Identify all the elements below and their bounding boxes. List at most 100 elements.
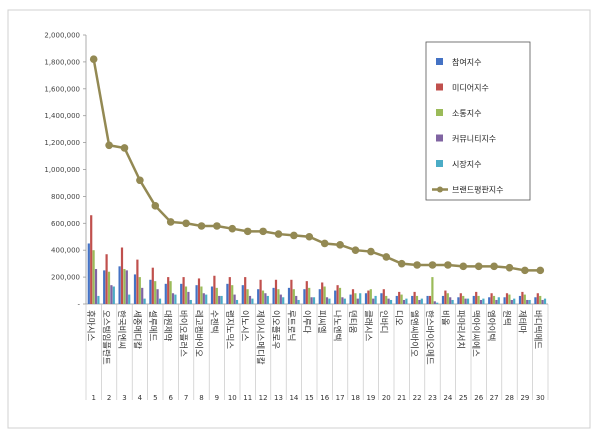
y-tick-label: 200,000 xyxy=(51,274,80,282)
bar-5-22 xyxy=(420,298,423,304)
category-label-17: 나노엔텍 xyxy=(332,310,343,341)
bar-2-17 xyxy=(336,285,339,304)
bar-3-19 xyxy=(369,289,372,304)
bar-4-13 xyxy=(279,294,282,304)
bar-1-27 xyxy=(488,297,491,304)
bar-3-26 xyxy=(477,295,480,304)
bar-1-30 xyxy=(534,297,537,304)
category-label-22: 엘앤씨바이오 xyxy=(409,310,420,357)
bar-5-13 xyxy=(282,297,285,304)
bar-3-21 xyxy=(400,294,403,304)
bar-5-17 xyxy=(343,298,346,304)
bar-2-18 xyxy=(351,289,355,304)
line-point-9 xyxy=(213,222,221,230)
y-tick-label: 1,800,000 xyxy=(44,58,80,66)
bar-4-2 xyxy=(110,285,113,304)
category-label-30: 바디텍메드 xyxy=(532,310,543,349)
rank-label-13: 13 xyxy=(274,394,283,402)
bar-3-18 xyxy=(354,293,357,304)
line-point-2 xyxy=(105,141,113,150)
category-label-3: 한국비엔씨 xyxy=(116,310,127,349)
y-tick-label: 1,400,000 xyxy=(44,112,80,120)
line-point-11 xyxy=(243,227,252,236)
bar-5-12 xyxy=(266,295,269,304)
rank-label-6: 6 xyxy=(168,394,173,402)
bar-1-20 xyxy=(380,293,383,304)
bar-4-9 xyxy=(218,295,221,304)
bar-4-12 xyxy=(264,293,267,304)
bar-1-2 xyxy=(103,270,106,304)
category-label-2: 오스템임플란트 xyxy=(101,310,112,365)
line-point-26 xyxy=(474,262,483,271)
legend-label-1: 참여지수 xyxy=(452,57,481,67)
line-point-8 xyxy=(197,222,206,230)
bar-3-15 xyxy=(308,287,311,304)
line-point-30 xyxy=(536,266,545,275)
bar-5-21 xyxy=(405,298,408,304)
bar-3-23 xyxy=(431,277,434,304)
bar-5-6 xyxy=(174,294,177,304)
bar-1-1 xyxy=(87,243,90,304)
rank-label-7: 7 xyxy=(184,394,188,402)
bar-2-16 xyxy=(321,282,324,304)
bar-4-6 xyxy=(171,293,175,304)
bar-1-14 xyxy=(287,287,291,304)
bar-1-26 xyxy=(472,295,475,304)
bar-2-3 xyxy=(120,247,124,304)
bar-1-28 xyxy=(503,297,506,304)
line-point-20 xyxy=(382,253,391,261)
bar-4-1 xyxy=(94,269,98,304)
bar-2-19 xyxy=(367,290,370,304)
bar-5-30 xyxy=(543,298,547,304)
bar-4-18 xyxy=(356,298,359,304)
bar-5-3 xyxy=(128,294,131,304)
bar-2-22 xyxy=(413,291,416,304)
legend-label-6: 브랜드평판지수 xyxy=(452,185,504,195)
line-point-13 xyxy=(274,230,283,238)
line-point-24 xyxy=(444,261,452,269)
category-label-1: 휴마시스 xyxy=(85,310,95,341)
category-label-18: 덴티움 xyxy=(347,310,357,334)
bar-1-21 xyxy=(395,295,398,304)
bar-4-30 xyxy=(541,299,544,304)
line-point-5 xyxy=(151,202,160,210)
y-tick-label: 1,200,000 xyxy=(44,139,80,147)
bar-4-16 xyxy=(325,297,329,304)
bar-5-25 xyxy=(466,298,470,304)
bar-1-11 xyxy=(241,285,244,304)
bar-5-19 xyxy=(374,295,377,304)
bar-5-27 xyxy=(497,297,500,304)
bar-4-8 xyxy=(202,293,205,304)
bar-2-26 xyxy=(475,291,478,304)
bar-4-11 xyxy=(248,295,252,304)
bar-4-24 xyxy=(449,297,452,304)
bar-2-11 xyxy=(244,277,247,304)
bar-1-17 xyxy=(334,290,337,304)
bar-5-10 xyxy=(235,299,239,304)
bar-1-29 xyxy=(518,295,522,304)
category-label-29: 제테마 xyxy=(516,310,526,334)
bar-2-24 xyxy=(444,290,447,304)
bar-3-5 xyxy=(154,281,157,304)
bar-5-8 xyxy=(205,294,208,304)
bar-3-2 xyxy=(107,271,111,304)
rank-label-28: 28 xyxy=(505,394,514,402)
bar-2-12 xyxy=(259,279,262,304)
category-label-24: 비올 xyxy=(439,310,449,326)
bar-2-7 xyxy=(182,277,185,304)
bar-4-10 xyxy=(233,294,236,304)
bar-1-9 xyxy=(210,286,214,304)
category-label-13: 이오플로우 xyxy=(270,310,281,349)
rank-label-12: 12 xyxy=(259,394,268,402)
category-label-10: 랩지노믹스 xyxy=(224,310,235,349)
bar-5-26 xyxy=(482,298,485,304)
bar-3-17 xyxy=(338,287,342,304)
rank-label-29: 29 xyxy=(520,394,529,402)
bar-3-1 xyxy=(92,250,95,304)
bar-2-13 xyxy=(274,279,278,304)
rank-label-27: 27 xyxy=(490,394,499,402)
bar-3-14 xyxy=(292,289,295,304)
bar-1-16 xyxy=(318,289,321,304)
rank-label-24: 24 xyxy=(443,394,452,402)
